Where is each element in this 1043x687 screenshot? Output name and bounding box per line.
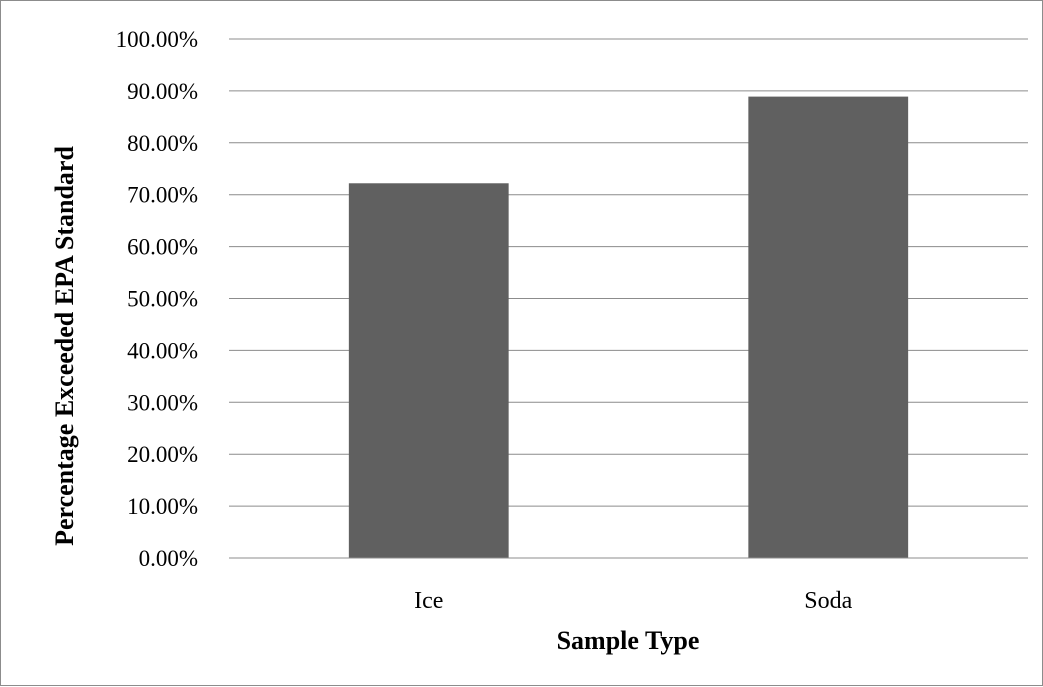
y-axis-ticks: 0.00% 10.00% 20.00% 30.00% 40.00% 50.00% 60.00… [116, 27, 198, 571]
bar-ice [348, 183, 509, 559]
x-category-label: Soda [804, 588, 852, 614]
x-axis-title: Sample Type [557, 626, 700, 655]
y-tick-label: 40.00% [127, 338, 198, 363]
y-tick-label: 90.00% [127, 79, 198, 104]
y-axis-title: Percentage Exceeded EPA Standard [50, 146, 79, 546]
x-category-label: Ice [414, 588, 443, 614]
y-tick-label: 10.00% [127, 494, 198, 519]
y-tick-label: 0.00% [139, 546, 198, 571]
bars [348, 96, 909, 559]
y-tick-label: 50.00% [127, 287, 198, 312]
x-axis-categories: Ice Soda [414, 588, 852, 614]
y-tick-label: 100.00% [116, 27, 198, 52]
y-tick-label: 80.00% [127, 131, 198, 156]
y-tick-label: 70.00% [127, 183, 198, 208]
y-tick-label: 60.00% [127, 235, 198, 260]
bar-soda [748, 96, 909, 558]
y-tick-label: 30.00% [127, 390, 198, 415]
y-tick-label: 20.00% [127, 442, 198, 467]
